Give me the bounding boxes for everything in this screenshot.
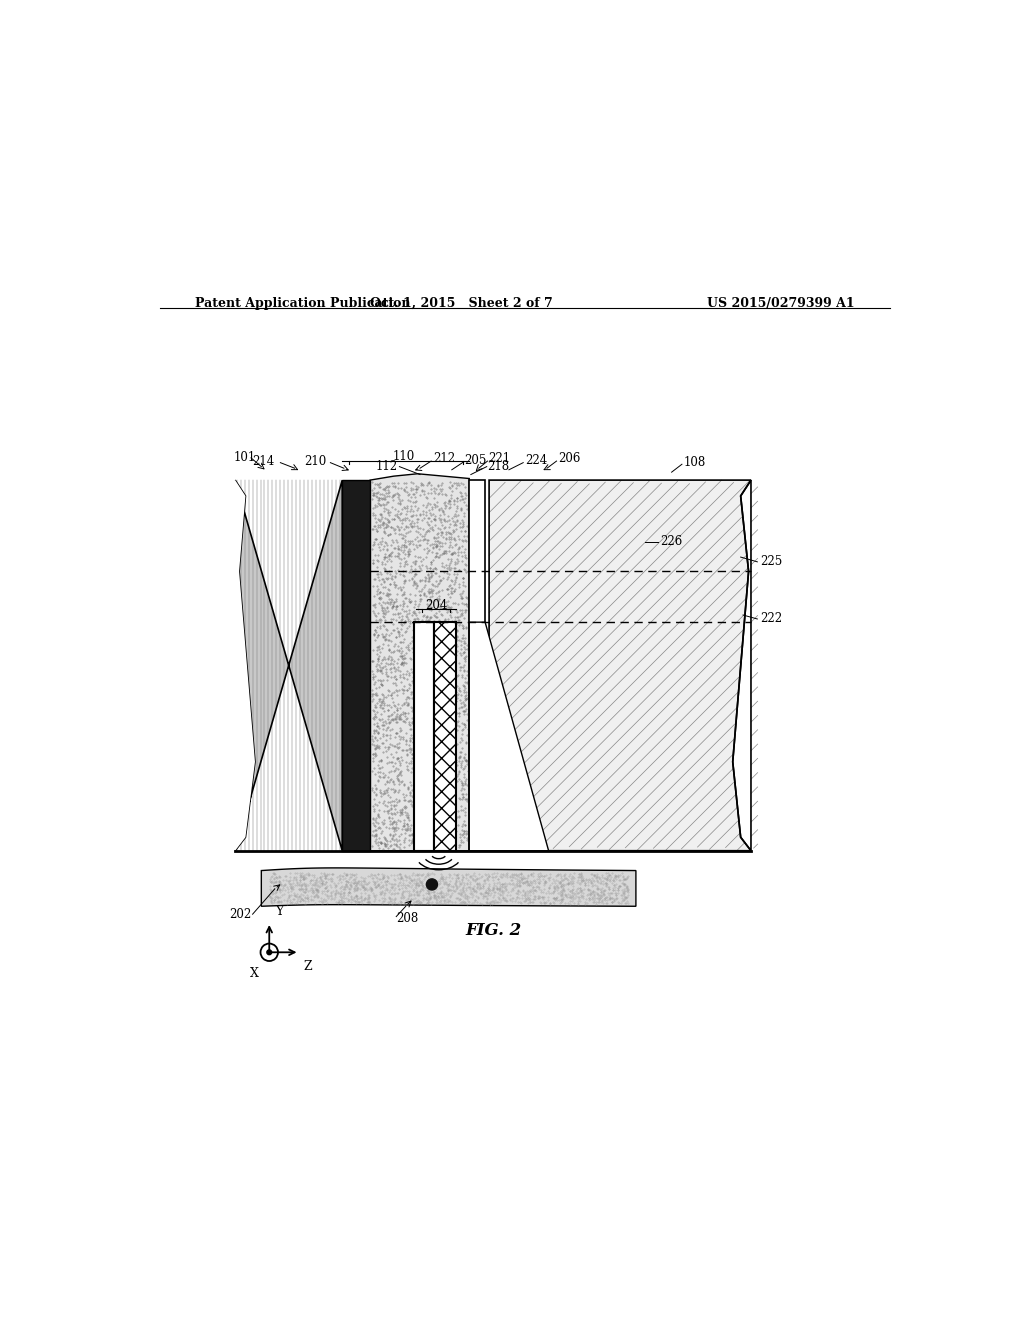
Text: 210: 210 bbox=[304, 455, 327, 469]
Text: 208: 208 bbox=[396, 912, 419, 925]
Text: US 2015/0279399 A1: US 2015/0279399 A1 bbox=[707, 297, 854, 310]
Text: Y: Y bbox=[275, 906, 284, 919]
Circle shape bbox=[426, 879, 437, 890]
Text: 225: 225 bbox=[761, 556, 782, 569]
Circle shape bbox=[260, 944, 278, 961]
Text: 206: 206 bbox=[558, 453, 581, 465]
Polygon shape bbox=[236, 480, 751, 850]
Polygon shape bbox=[370, 474, 469, 850]
Polygon shape bbox=[489, 480, 751, 850]
Text: 202: 202 bbox=[228, 908, 251, 921]
Polygon shape bbox=[733, 480, 751, 850]
Text: 110: 110 bbox=[393, 450, 416, 463]
Text: Oct. 1, 2015   Sheet 2 of 7: Oct. 1, 2015 Sheet 2 of 7 bbox=[370, 297, 553, 310]
Text: 212: 212 bbox=[433, 453, 455, 465]
Polygon shape bbox=[433, 622, 456, 850]
Text: 222: 222 bbox=[761, 612, 782, 626]
Text: 226: 226 bbox=[659, 535, 682, 548]
Polygon shape bbox=[342, 480, 370, 850]
Text: 108: 108 bbox=[684, 457, 706, 469]
Text: 205: 205 bbox=[465, 454, 486, 467]
Polygon shape bbox=[469, 480, 485, 850]
Polygon shape bbox=[469, 622, 549, 850]
Polygon shape bbox=[414, 622, 433, 850]
Polygon shape bbox=[261, 867, 636, 907]
Text: 214: 214 bbox=[253, 455, 274, 469]
Polygon shape bbox=[236, 480, 342, 850]
Text: 218: 218 bbox=[487, 461, 510, 473]
Polygon shape bbox=[128, 480, 255, 850]
Circle shape bbox=[267, 950, 271, 954]
Text: 221: 221 bbox=[488, 453, 510, 465]
Text: 101: 101 bbox=[233, 451, 256, 465]
Text: 224: 224 bbox=[524, 454, 547, 467]
Text: 112: 112 bbox=[376, 461, 397, 473]
Text: Z: Z bbox=[303, 960, 312, 973]
Text: Patent Application Publication: Patent Application Publication bbox=[196, 297, 411, 310]
Text: X: X bbox=[250, 968, 259, 981]
Text: FIG. 2: FIG. 2 bbox=[465, 921, 521, 939]
Text: 204: 204 bbox=[425, 599, 447, 612]
